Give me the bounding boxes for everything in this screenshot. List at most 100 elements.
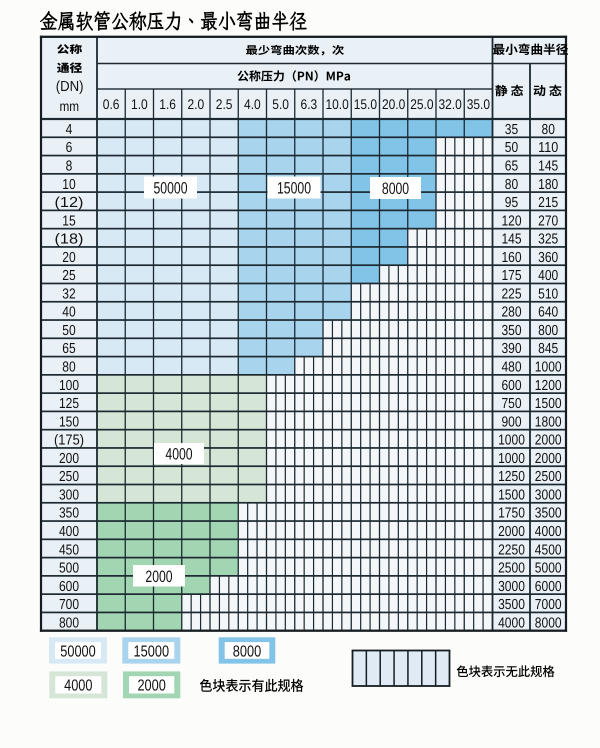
- svg-text:1250: 1250: [498, 469, 525, 485]
- svg-text:15000: 15000: [277, 180, 311, 198]
- svg-text:65: 65: [62, 341, 75, 357]
- svg-text:20: 20: [62, 250, 75, 266]
- svg-text:800: 800: [59, 615, 79, 631]
- svg-text:2.0: 2.0: [188, 96, 205, 112]
- svg-text:25: 25: [62, 268, 75, 284]
- svg-text:400: 400: [538, 268, 558, 284]
- svg-text:350: 350: [501, 323, 521, 339]
- svg-text:6.3: 6.3: [301, 96, 318, 112]
- svg-text:3500: 3500: [535, 506, 562, 522]
- svg-text:15000: 15000: [134, 643, 170, 660]
- svg-text:700: 700: [59, 597, 79, 613]
- svg-text:120: 120: [501, 213, 521, 229]
- svg-text:175: 175: [501, 268, 521, 284]
- svg-text:800: 800: [538, 323, 558, 339]
- svg-text:6000: 6000: [535, 579, 562, 595]
- svg-text:1750: 1750: [498, 506, 525, 522]
- svg-text:750: 750: [501, 396, 521, 412]
- svg-text:250: 250: [59, 469, 79, 485]
- svg-text:0.6: 0.6: [103, 96, 120, 112]
- svg-text:390: 390: [501, 341, 521, 357]
- svg-text:5.0: 5.0: [272, 96, 289, 112]
- svg-text:15.0: 15.0: [354, 96, 377, 112]
- svg-text:600: 600: [501, 378, 521, 394]
- svg-text:4500: 4500: [535, 542, 562, 558]
- svg-text:20.0: 20.0: [382, 96, 405, 112]
- svg-text:325: 325: [538, 232, 558, 248]
- svg-text:4000: 4000: [64, 678, 92, 695]
- svg-text:35: 35: [505, 122, 518, 138]
- svg-text:350: 350: [59, 506, 79, 522]
- svg-text:4: 4: [66, 122, 73, 138]
- svg-text:1000: 1000: [498, 451, 525, 467]
- svg-text:280: 280: [501, 305, 521, 321]
- svg-text:5000: 5000: [535, 561, 562, 577]
- svg-text:2250: 2250: [498, 542, 525, 558]
- svg-text:600: 600: [59, 579, 79, 595]
- svg-text:2500: 2500: [535, 469, 562, 485]
- svg-text:50: 50: [62, 323, 75, 339]
- svg-text:(175): (175): [54, 433, 84, 449]
- svg-text:2000: 2000: [535, 433, 562, 449]
- svg-text:270: 270: [538, 213, 558, 229]
- svg-text:1800: 1800: [535, 414, 562, 430]
- svg-text:125: 125: [59, 396, 79, 412]
- svg-text:(DN): (DN): [56, 79, 84, 95]
- svg-text:4000: 4000: [498, 615, 525, 631]
- svg-text:160: 160: [501, 250, 521, 266]
- svg-text:845: 845: [538, 341, 558, 357]
- svg-text:2500: 2500: [498, 561, 525, 577]
- svg-text:2000: 2000: [145, 568, 172, 586]
- svg-text:50000: 50000: [154, 180, 188, 198]
- svg-text:7000: 7000: [535, 597, 562, 613]
- svg-text:400: 400: [59, 524, 79, 540]
- svg-text:180: 180: [538, 177, 558, 193]
- svg-text:50000: 50000: [60, 643, 96, 660]
- svg-text:500: 500: [59, 561, 79, 577]
- svg-text:1.6: 1.6: [159, 96, 176, 112]
- svg-text:3000: 3000: [535, 487, 562, 503]
- svg-text:32: 32: [62, 286, 75, 302]
- svg-text:2000: 2000: [498, 524, 525, 540]
- svg-text:(18): (18): [55, 232, 84, 248]
- svg-text:3500: 3500: [498, 597, 525, 613]
- svg-text:1200: 1200: [535, 378, 562, 394]
- svg-text:450: 450: [59, 542, 79, 558]
- svg-text:4.0: 4.0: [244, 96, 261, 112]
- svg-text:480: 480: [501, 360, 521, 376]
- svg-text:80: 80: [505, 177, 518, 193]
- svg-text:8000: 8000: [382, 180, 409, 198]
- svg-text:4000: 4000: [535, 524, 562, 540]
- svg-text:10.0: 10.0: [325, 96, 348, 112]
- svg-text:4000: 4000: [165, 446, 192, 464]
- svg-text:2000: 2000: [535, 451, 562, 467]
- svg-text:300: 300: [59, 487, 79, 503]
- svg-text:95: 95: [505, 195, 518, 211]
- svg-text:1.0: 1.0: [131, 96, 148, 112]
- svg-text:215: 215: [538, 195, 558, 211]
- svg-text:35.0: 35.0: [467, 96, 490, 112]
- svg-text:360: 360: [538, 250, 558, 266]
- svg-text:900: 900: [501, 414, 521, 430]
- svg-text:50: 50: [505, 140, 518, 156]
- svg-text:2.5: 2.5: [216, 96, 233, 112]
- svg-text:8: 8: [66, 158, 73, 174]
- svg-text:6: 6: [66, 140, 73, 156]
- svg-text:10: 10: [62, 177, 75, 193]
- svg-text:145: 145: [538, 158, 558, 174]
- svg-text:8000: 8000: [233, 643, 261, 660]
- svg-text:25.0: 25.0: [410, 96, 433, 112]
- svg-text:1000: 1000: [498, 433, 525, 449]
- svg-text:32.0: 32.0: [438, 96, 461, 112]
- svg-text:640: 640: [538, 305, 558, 321]
- svg-text:100: 100: [59, 378, 79, 394]
- svg-text:225: 225: [501, 286, 521, 302]
- svg-text:80: 80: [542, 122, 555, 138]
- svg-text:145: 145: [501, 232, 521, 248]
- svg-text:(12): (12): [55, 195, 84, 211]
- svg-text:80: 80: [62, 360, 75, 376]
- svg-text:1500: 1500: [535, 396, 562, 412]
- svg-text:200: 200: [59, 451, 79, 467]
- svg-text:65: 65: [505, 158, 518, 174]
- svg-text:110: 110: [538, 140, 558, 156]
